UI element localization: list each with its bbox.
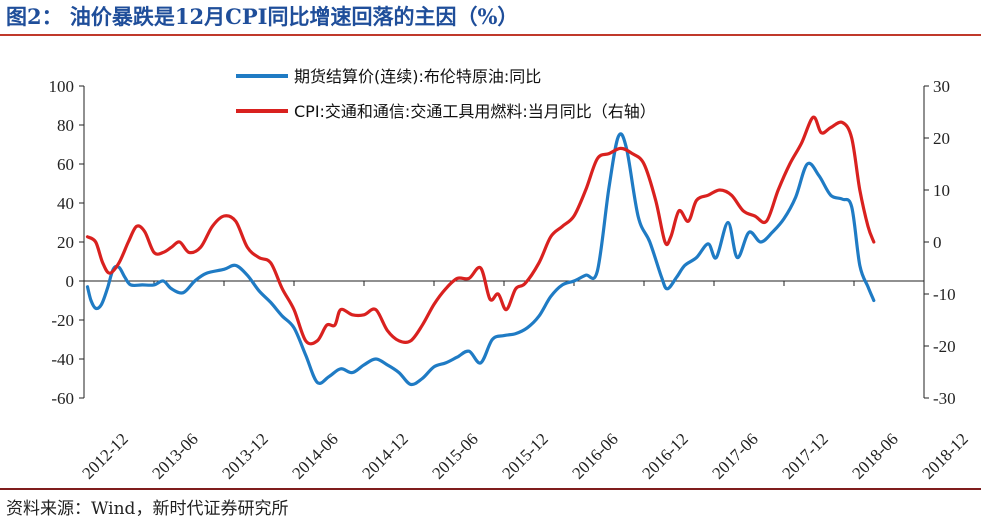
legend-label: CPI:交通和通信:交通工具用燃料:当月同比（右轴）	[294, 102, 656, 121]
left-tick-label: 60	[57, 155, 74, 174]
x-tick-label: 2016-12	[638, 429, 692, 483]
right-tick-label: 30	[933, 77, 950, 96]
left-tick-label: -20	[51, 311, 74, 330]
chart-title: 图2： 油价暴跌是12月CPI同比增速回落的主因（%）	[6, 4, 519, 29]
top-rule	[0, 34, 981, 36]
left-tick-label: 80	[57, 116, 74, 135]
x-tick-label: 2013-12	[218, 429, 272, 483]
bottom-rule	[0, 488, 981, 490]
x-tick-label: 2015-12	[498, 429, 552, 483]
x-tick-label: 2018-06	[848, 429, 902, 483]
right-tick-label: -10	[933, 285, 956, 304]
brent-yoy-line	[85, 132, 876, 387]
line-chart: -60 -40 -20 0 20 40 60 80 100 -30 -20 -10 0 10 20 30 201…	[49, 67, 972, 483]
right-tick-label: 10	[933, 181, 950, 200]
x-tick-label: 2018-12	[918, 429, 972, 483]
left-tick-label: 20	[57, 233, 74, 252]
right-tick-label: 0	[933, 233, 942, 252]
cpi-fuel-line	[85, 115, 876, 346]
left-tick-label: -60	[51, 389, 74, 408]
x-tick-label: 2014-06	[288, 429, 342, 483]
left-tick-label: 100	[49, 77, 75, 96]
x-tick-label: 2012-12	[78, 429, 132, 483]
legend-label: 期货结算价(连续):布伦特原油:同比	[294, 67, 541, 86]
x-tick-label: 2015-06	[428, 429, 482, 483]
x-tick-label: 2014-12	[358, 429, 412, 483]
right-tick-label: 20	[933, 129, 950, 148]
left-tick-label: 40	[57, 194, 74, 213]
left-tick-label: -40	[51, 350, 74, 369]
x-tick-label: 2017-06	[708, 429, 762, 483]
x-tick-label: 2017-12	[778, 429, 832, 483]
right-tick-label: -30	[933, 389, 956, 408]
left-tick-label: 0	[66, 272, 75, 291]
x-tick-label: 2013-06	[148, 429, 202, 483]
right-tick-label: -20	[933, 337, 956, 356]
source-note: 资料来源：Wind，新时代证券研究所	[6, 499, 289, 519]
x-tick-label: 2016-06	[568, 429, 622, 483]
